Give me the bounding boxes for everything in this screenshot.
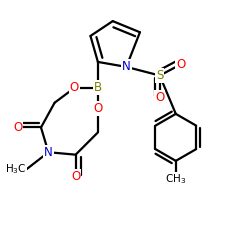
- Text: O: O: [93, 102, 102, 116]
- Text: N: N: [44, 146, 53, 159]
- Text: O: O: [70, 82, 79, 94]
- Text: O: O: [176, 58, 185, 71]
- Text: O: O: [13, 121, 22, 134]
- Text: O: O: [71, 170, 80, 183]
- Text: CH$_3$: CH$_3$: [165, 172, 186, 186]
- Text: B: B: [94, 82, 102, 94]
- Text: S: S: [156, 69, 164, 82]
- Text: O: O: [155, 91, 164, 104]
- Text: N: N: [122, 60, 131, 74]
- Text: H$_3$C: H$_3$C: [4, 162, 26, 176]
